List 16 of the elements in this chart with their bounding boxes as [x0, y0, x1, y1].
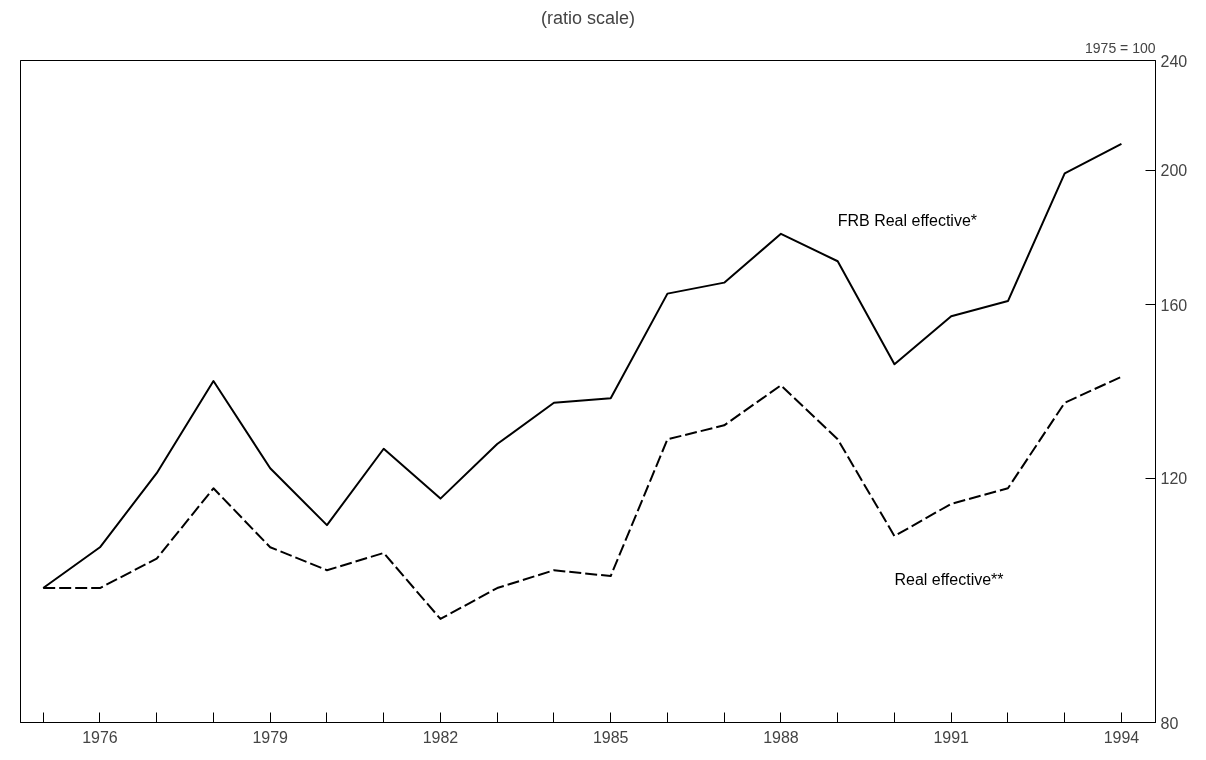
y-tick-label: 240	[1160, 52, 1188, 70]
y-tick-label: 160	[1160, 296, 1188, 314]
y-tick-label: 80	[1160, 714, 1179, 732]
x-tick-label: 1976	[82, 728, 118, 746]
y-tick-label: 120	[1160, 470, 1188, 488]
text: Real effective**	[894, 571, 1004, 589]
y-axis-title: 1975 = 100	[1085, 39, 1156, 56]
x-tick-label: 1988	[763, 728, 799, 746]
x-tick-label: 1979	[252, 728, 289, 746]
x-tick-label: 1982	[422, 728, 459, 746]
x-tick-label: 1991	[933, 728, 970, 746]
x-tick-label: 1985	[592, 728, 629, 746]
y-tick-label: 200	[1160, 162, 1188, 180]
series-label: FRB Real effective*	[837, 211, 978, 229]
chart-subtitle: (ratio scale)	[540, 7, 636, 28]
x-tick-label: 1994	[1103, 728, 1140, 746]
